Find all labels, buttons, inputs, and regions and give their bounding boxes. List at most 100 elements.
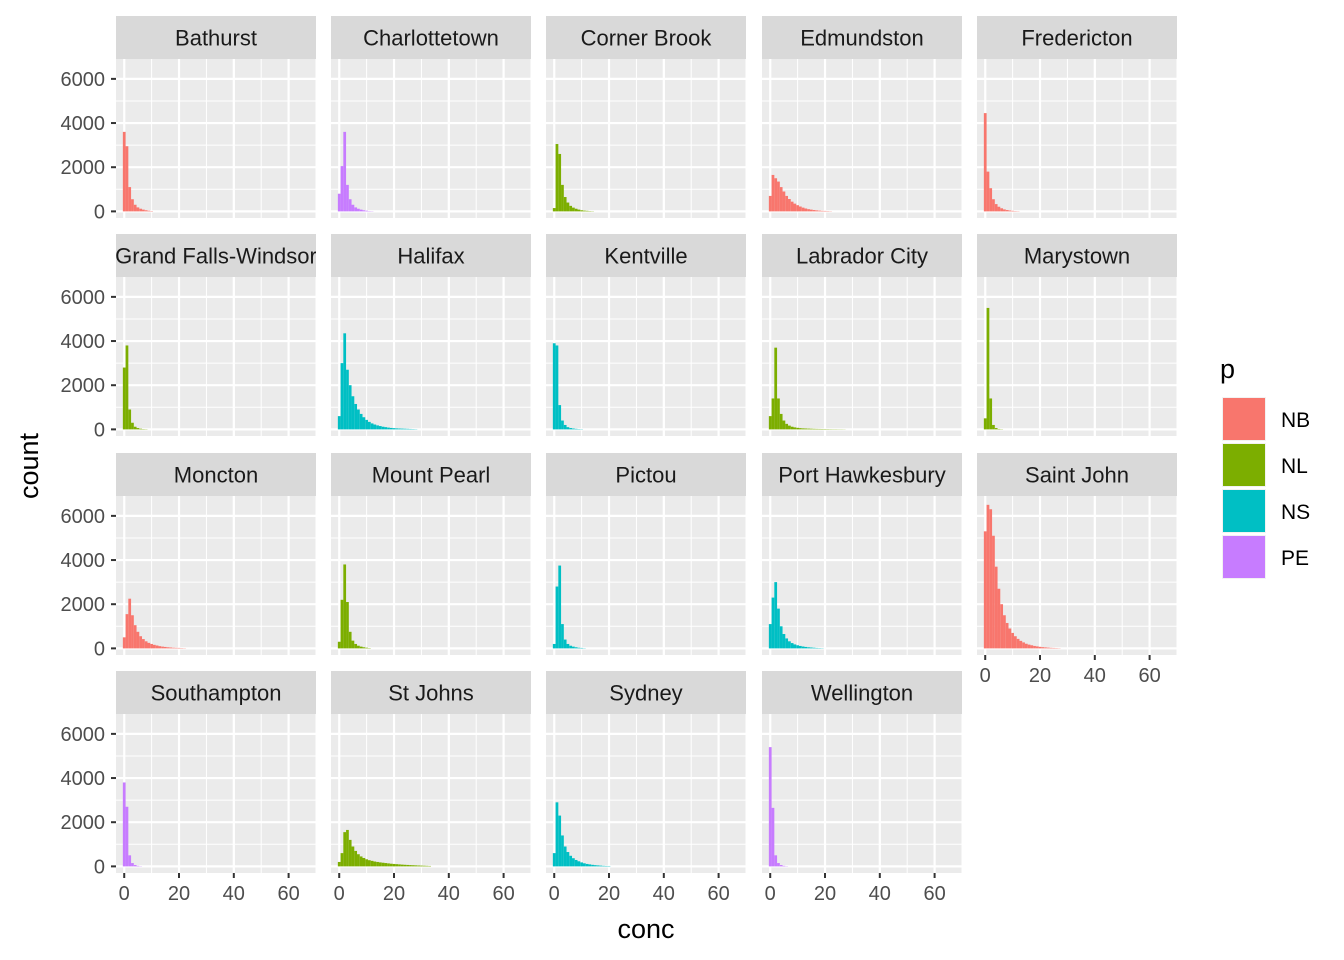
panel-st-johns: St Johns <box>331 671 532 873</box>
histogram-bars <box>552 802 611 867</box>
strip-labrador-city <box>762 234 962 277</box>
panel-labrador-city: Labrador City <box>762 234 963 436</box>
y-tick-label: 6000 <box>61 506 106 528</box>
histogram-bar <box>788 425 791 430</box>
histogram-bar <box>133 204 137 212</box>
strip-label: Moncton <box>174 463 258 488</box>
histogram-bar <box>365 859 368 867</box>
histogram-bar <box>768 416 772 430</box>
y-tick-label: 4000 <box>61 113 106 135</box>
histogram-bar <box>131 199 134 212</box>
histogram-bar <box>346 602 349 649</box>
histogram-bar <box>403 864 407 867</box>
histogram-bar <box>370 860 374 867</box>
histogram-bar <box>596 865 600 867</box>
histogram-bar <box>768 747 772 867</box>
histogram-bar <box>387 863 390 867</box>
x-tick-label: 0 <box>765 883 776 905</box>
x-tick-label: 60 <box>1138 665 1160 687</box>
histogram-bar <box>779 413 783 430</box>
histogram-bar <box>354 643 358 649</box>
histogram-bar <box>373 424 377 430</box>
strip-marystown <box>977 234 1177 277</box>
panel-background <box>331 714 531 873</box>
panel-mount-pearl: Mount Pearl <box>331 453 532 655</box>
histogram-bar <box>580 862 583 867</box>
histogram-bar <box>409 865 412 867</box>
histogram-bar <box>1035 646 1039 649</box>
histogram-bar <box>139 428 143 430</box>
panel-background <box>546 714 746 873</box>
histogram-bar <box>552 343 556 430</box>
x-tick-label: 0 <box>119 883 130 905</box>
histogram-bar <box>367 860 371 867</box>
histogram-bar <box>343 333 347 430</box>
histogram-bar <box>133 625 137 649</box>
panel-kentville: Kentville <box>546 234 747 436</box>
histogram-bar <box>574 208 578 212</box>
histogram-bar <box>357 409 360 430</box>
histogram-bar <box>147 642 151 649</box>
panel-background <box>762 496 962 655</box>
histogram-bar <box>373 861 377 867</box>
histogram-bar <box>395 428 399 430</box>
histogram-bar <box>983 113 987 212</box>
panel-corner-brook: Corner Brook <box>546 16 747 218</box>
strip-grand-falls-windsor <box>116 234 316 277</box>
histogram-bar <box>1003 615 1006 649</box>
histogram-bar <box>561 624 564 649</box>
panel-bathurst: Bathurst <box>116 16 317 218</box>
histogram-bar <box>569 855 573 867</box>
histogram-bar <box>577 861 581 867</box>
histogram-bar <box>128 598 132 649</box>
histogram-bar <box>376 861 379 867</box>
histogram-bar <box>1027 644 1031 649</box>
histogram-bar <box>392 863 396 867</box>
histogram-bar <box>572 646 575 649</box>
x-tick-label: 60 <box>923 883 945 905</box>
strip-edmundston <box>762 16 962 59</box>
histogram-bar <box>582 210 586 212</box>
strip-label: Wellington <box>811 681 913 706</box>
histogram-bar <box>384 863 388 867</box>
x-tick-label: 0 <box>334 883 345 905</box>
panel-background <box>762 59 962 218</box>
histogram-bar <box>779 865 783 867</box>
histogram-bar <box>566 427 570 430</box>
x-tick-label: 40 <box>1084 665 1106 687</box>
x-tick-label: 40 <box>653 883 675 905</box>
histogram-bar <box>777 181 780 212</box>
strip-label: Kentville <box>604 244 687 269</box>
histogram-bar <box>785 195 789 212</box>
histogram-bar <box>362 417 366 430</box>
histogram-bar <box>798 645 802 649</box>
histogram-bar <box>136 207 140 212</box>
x-tick-label: 60 <box>492 883 514 905</box>
histogram-bar <box>774 178 778 212</box>
histogram-bar <box>158 646 162 649</box>
histogram-bar <box>994 204 998 212</box>
histogram-bar <box>152 644 156 649</box>
histogram-bar <box>359 413 363 430</box>
histogram-bar <box>122 782 126 867</box>
histogram-bar <box>790 201 794 212</box>
histogram-bar <box>122 637 126 649</box>
histogram-bar <box>599 865 603 867</box>
histogram-bar <box>354 850 358 867</box>
histogram-bar <box>807 428 810 430</box>
histogram-bar <box>585 863 589 867</box>
histogram-bar <box>420 865 423 867</box>
y-axis-title: count <box>14 432 44 499</box>
histogram-bar <box>989 509 993 649</box>
histogram-bars <box>122 782 143 867</box>
histogram-bars <box>552 144 594 212</box>
histogram-bar <box>558 565 562 649</box>
histogram-bar <box>359 856 363 867</box>
histogram-bar <box>337 193 341 212</box>
histogram-bar <box>357 208 360 212</box>
strip-kentville <box>546 234 746 277</box>
histogram-bar <box>771 597 775 649</box>
histogram-bar <box>563 424 567 430</box>
histogram-bar <box>1000 208 1004 212</box>
y-tick-label: 0 <box>94 419 105 441</box>
